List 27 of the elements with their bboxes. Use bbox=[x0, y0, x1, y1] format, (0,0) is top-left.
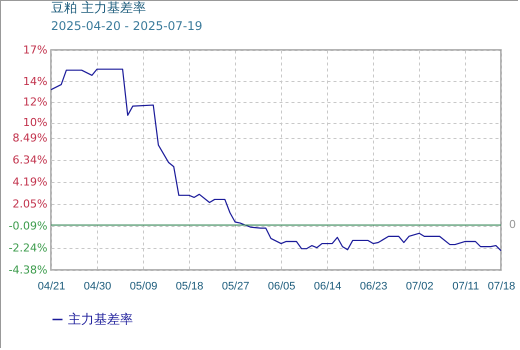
y-tick-label: -4.38% bbox=[8, 264, 48, 276]
x-tick-label: 05/18 bbox=[176, 280, 204, 292]
x-tick-label: 05/27 bbox=[222, 280, 250, 292]
y-tick-label: 17% bbox=[23, 44, 48, 56]
x-tick-label: 04/30 bbox=[84, 280, 112, 292]
y-tick-label: -2.24% bbox=[8, 242, 48, 255]
x-tick-label: 04/21 bbox=[38, 280, 66, 292]
y-tick-label: 6.34% bbox=[12, 154, 48, 167]
y-tick-label: 10% bbox=[23, 116, 48, 130]
y-tick-label: 2.05% bbox=[12, 198, 48, 211]
y-tick-label: 8.49% bbox=[12, 132, 48, 144]
chart-title: 豆粕 主力基差率 bbox=[51, 0, 146, 16]
y-tick-label: 12% bbox=[23, 96, 48, 108]
x-tick-label: 06/14 bbox=[314, 280, 342, 292]
x-tick-label: 06/23 bbox=[360, 280, 388, 292]
legend-label: 主力基差率 bbox=[68, 312, 133, 328]
chart-subtitle: 2025-04-20 - 2025-07-19 bbox=[51, 19, 202, 33]
x-tick-label: 05/09 bbox=[130, 280, 158, 292]
x-tick-label: 07/18 bbox=[488, 280, 516, 292]
y-tick-label: -0.09% bbox=[8, 220, 48, 232]
y-tick-label: 4.19% bbox=[12, 176, 48, 189]
x-tick-label: 07/02 bbox=[406, 280, 434, 292]
line-series bbox=[50, 68, 502, 252]
ref-line-label: 0 bbox=[509, 218, 516, 232]
x-tick-label: 07/11 bbox=[452, 280, 480, 292]
x-tick-label: 06/05 bbox=[268, 280, 296, 292]
y-tick-label: 14% bbox=[23, 74, 48, 88]
